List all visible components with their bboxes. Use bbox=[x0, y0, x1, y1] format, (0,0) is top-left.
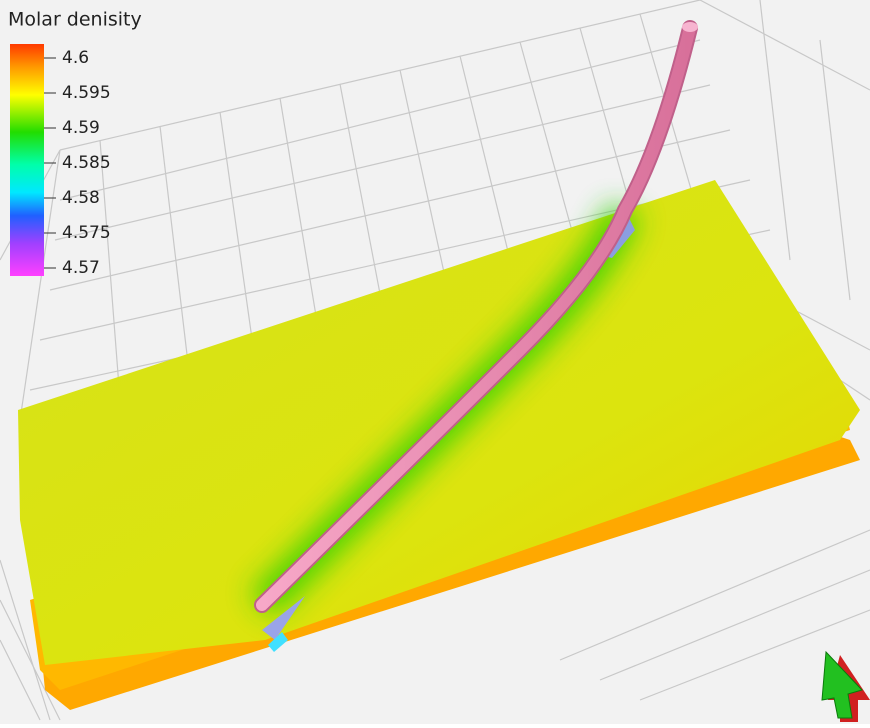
tick-label: 4.57 bbox=[62, 258, 100, 278]
wellbore-top bbox=[682, 22, 698, 32]
legend-title: Molar denisity bbox=[8, 9, 142, 31]
viewport: Molar denisity 4.6 4.595 4.59 4.585 4.58 4.57… bbox=[0, 0, 870, 724]
colorbar bbox=[10, 44, 44, 276]
tick-label: 4.6 bbox=[62, 48, 89, 68]
tick-label: 4.585 bbox=[62, 153, 111, 173]
tick-label: 4.59 bbox=[62, 118, 100, 138]
tick-label: 4.595 bbox=[62, 83, 111, 103]
tick-label: 4.575 bbox=[62, 223, 111, 243]
tick-label: 4.58 bbox=[62, 188, 100, 208]
